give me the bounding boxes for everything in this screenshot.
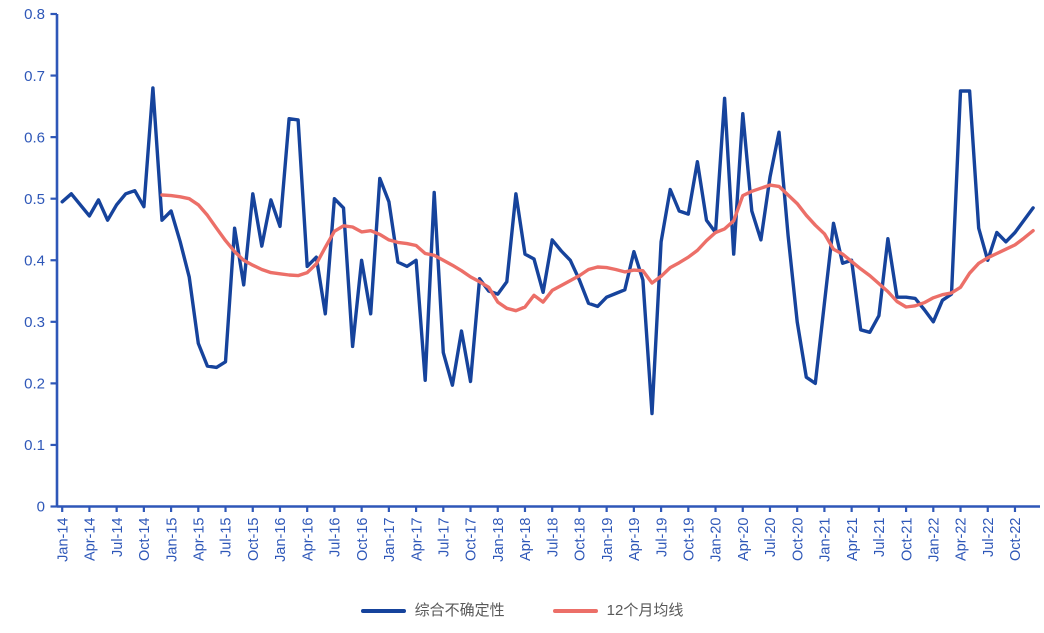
y-tick-label: 0.4 — [24, 252, 45, 269]
legend-item-composite-uncertainty: 综合不确定性 — [360, 600, 505, 622]
x-tick-label: Jan-17 — [382, 518, 398, 562]
x-tick-label: Jan-16 — [273, 518, 289, 562]
x-tick-label: Jul-22 — [981, 518, 997, 558]
x-tick-label: Jul-16 — [328, 518, 344, 558]
y-tick-label: 0.3 — [24, 314, 45, 331]
x-tick-label: Apr-22 — [954, 518, 970, 562]
x-tick-label: Oct-15 — [246, 518, 262, 562]
x-tick-label: Oct-22 — [1008, 518, 1024, 562]
x-tick-label: Apr-17 — [409, 518, 425, 562]
x-tick-label: Jul-14 — [110, 518, 126, 558]
y-tick-label: 0.2 — [24, 376, 45, 393]
x-tick-label: Jan-15 — [164, 518, 180, 562]
x-tick-label: Oct-16 — [355, 518, 371, 562]
y-tick-label: 0.1 — [24, 437, 45, 454]
legend-swatch-composite-uncertainty — [360, 608, 406, 614]
x-tick-label: Oct-19 — [682, 518, 698, 562]
x-tick-label: Jan-18 — [491, 518, 507, 562]
legend-item-12m-average: 12个月均线 — [552, 600, 684, 622]
y-tick-label: 0.8 — [24, 6, 45, 23]
x-tick-label: Apr-18 — [518, 518, 534, 562]
legend-label-composite-uncertainty: 综合不确定性 — [414, 602, 505, 619]
x-tick-label: Jul-15 — [219, 518, 235, 558]
x-tick-label: Apr-14 — [83, 518, 99, 562]
x-tick-label: Jul-20 — [763, 518, 779, 558]
x-tick-label: Jan-22 — [927, 518, 943, 562]
legend-label-12m-average: 12个月均线 — [606, 602, 684, 619]
x-tick-label: Apr-15 — [192, 518, 208, 562]
x-tick-label: Oct-20 — [790, 518, 806, 562]
y-tick-label: 0.5 — [24, 191, 45, 208]
series-line-composite-uncertainty — [60, 86, 1035, 416]
legend-swatch-12m-average — [552, 608, 598, 614]
x-tick-label: Jul-19 — [654, 518, 670, 558]
x-tick-label: Oct-18 — [573, 518, 589, 562]
x-tick-label: Apr-19 — [627, 518, 643, 562]
x-tick-label: Apr-20 — [736, 518, 752, 562]
x-tick-label: Jan-20 — [709, 518, 725, 562]
x-tick-label: Jan-21 — [818, 518, 834, 562]
series-line-12m-average — [160, 183, 1035, 313]
chart-legend: 综合不确定性 12个月均线 — [0, 600, 1044, 622]
x-tick-label: Jan-14 — [55, 518, 71, 562]
y-tick-label: 0.6 — [24, 129, 45, 146]
y-tick-label: 0.7 — [24, 68, 45, 85]
y-tick-label: 0 — [37, 499, 45, 516]
x-tick-label: Oct-14 — [137, 518, 153, 562]
x-tick-label: Jul-18 — [545, 518, 561, 558]
x-tick-label: Jan-19 — [600, 518, 616, 562]
x-tick-label: Jul-17 — [437, 518, 453, 558]
x-tick-label: Oct-17 — [464, 518, 480, 562]
x-tick-label: Apr-16 — [300, 518, 316, 562]
x-tick-label: Apr-21 — [845, 518, 861, 562]
x-tick-label: Oct-21 — [899, 518, 915, 562]
x-tick-label: Jul-21 — [872, 518, 888, 558]
